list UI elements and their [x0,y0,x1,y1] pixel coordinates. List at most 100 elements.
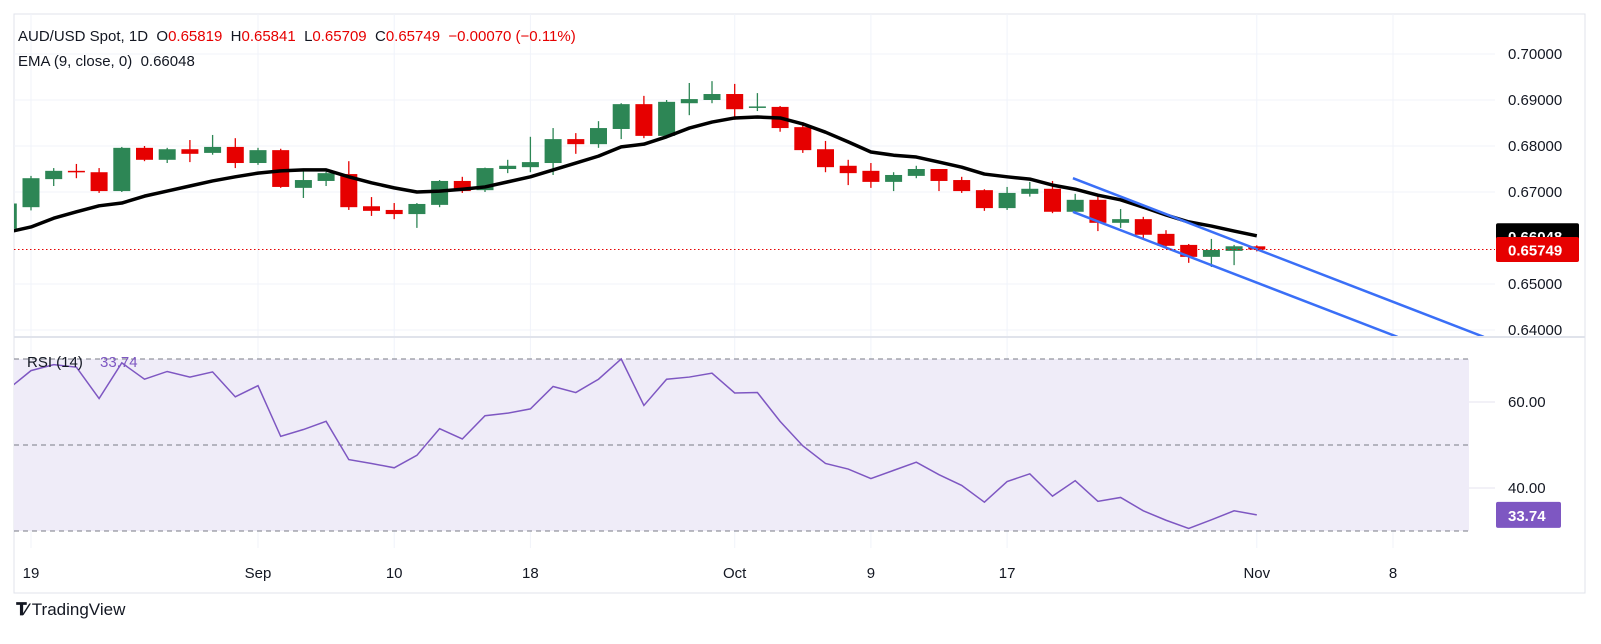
rsi-axis[interactable]: 60.00 40.00 [1508,394,1546,497]
candle-down[interactable] [385,209,403,215]
candle-down[interactable] [453,180,471,192]
rsi-current-value: 33.74 [100,354,138,371]
close-value: 0.65749 [385,28,441,45]
candle-down[interactable] [136,147,153,160]
price-axis-tick: 0.70000 [1508,46,1562,63]
candle-down[interactable] [1134,219,1152,235]
legend-ema-row: EMA (9, close, 0) 0.66048 [18,53,195,70]
rsi-badge-label: 33.74 [1508,508,1546,525]
rsi-badge [1496,501,1561,528]
rsi-band [14,359,1469,531]
price-axis-tick: 0.69000 [1508,92,1562,109]
time-axis-tick: 19 [23,565,40,582]
candle-down[interactable] [930,169,948,181]
candle-down[interactable] [272,150,290,187]
candle-down[interactable] [226,146,244,164]
candle-up[interactable] [249,150,267,164]
price-axis-tick: 0.67000 [1508,184,1562,201]
candle-up[interactable] [45,170,63,180]
candle-up[interactable] [521,162,539,168]
candle-down[interactable] [1044,188,1061,212]
brand-name: TradingView [31,600,126,619]
candle-up[interactable] [885,174,903,182]
candle-up[interactable] [612,104,630,129]
time-axis-tick: 10 [386,565,403,582]
candle-down[interactable] [726,94,744,110]
candles [0,81,1266,267]
candle-down[interactable] [1157,233,1175,246]
candle-down[interactable] [635,104,653,136]
candle-down[interactable] [817,149,834,168]
candle-up[interactable] [294,180,312,188]
candle-up[interactable] [1112,219,1130,223]
rsi-title: RSI (14) [27,354,83,371]
candle-up[interactable] [22,178,40,208]
candle-up[interactable] [907,169,925,176]
candle-up[interactable] [204,146,222,153]
time-axis-tick: 17 [999,565,1016,582]
candle-up[interactable] [703,94,721,100]
channel-lower-line[interactable] [1072,210,1398,337]
candle-down[interactable] [953,180,971,192]
candle-up[interactable] [998,192,1016,209]
high-value: 0.65841 [241,28,296,45]
candle-up[interactable] [1021,188,1039,194]
candle-down[interactable] [1180,244,1198,257]
open-value: 0.65819 [168,28,223,45]
time-axis-tick: 18 [522,565,539,582]
rsi-line[interactable] [8,357,1257,530]
price-axis-tick: 0.68000 [1508,138,1562,155]
close-label: C [374,28,386,45]
price-axis[interactable]: 0.70000 0.69000 0.68000 0.67000 0.65000 0.640… [1508,46,1562,339]
candle-down[interactable] [975,190,993,209]
low-label: L [304,28,313,45]
time-axis-tick: Nov [1243,565,1270,582]
candle-down[interactable] [363,206,380,211]
symbol-title[interactable]: AUD/USD Spot, 1D [18,28,149,45]
candle-up[interactable] [499,165,517,169]
open-label: O [156,28,169,45]
candle-down[interactable] [567,139,585,145]
tradingview-logo[interactable]: 𝐓⁄ TradingView [16,600,125,620]
candle-down[interactable] [794,127,812,151]
candle-up[interactable] [544,139,562,164]
time-axis-tick: Oct [723,565,747,582]
ema-label[interactable]: EMA (9, close, 0) [18,53,133,70]
time-axis[interactable]: 19 Sep 10 18 Oct 9 17 Nov 8 [23,565,1398,582]
rsi-axis-tick: 40.00 [1508,480,1546,497]
candle-down[interactable] [862,170,880,182]
low-value: 0.65709 [312,28,367,45]
time-axis-tick: Sep [245,565,272,582]
time-axis-tick: 9 [867,565,875,582]
candle-up[interactable] [748,106,766,108]
candle-down[interactable] [181,149,199,154]
candle-up[interactable] [431,180,449,205]
ema-line[interactable] [8,115,1258,238]
change-value: −0.00070 (−0.11%) [448,28,576,45]
descending-channel[interactable] [1072,177,1485,337]
rsi-axis-tick: 60.00 [1508,394,1546,411]
candle-up[interactable] [0,203,17,229]
candle-down[interactable] [839,165,857,174]
candle-up[interactable] [1225,246,1243,251]
price-badge-label: 0.65749 [1508,243,1562,260]
candle-down[interactable] [67,170,85,173]
candle-up[interactable] [408,203,426,215]
candle-down[interactable] [1089,199,1107,223]
candle-up[interactable] [317,173,335,181]
candle-down[interactable] [90,172,108,192]
channel-upper-line[interactable] [1072,177,1485,337]
time-axis-tick: 8 [1389,565,1397,582]
candle-down[interactable] [340,174,358,208]
candle-up[interactable] [680,99,698,104]
candle-up[interactable] [658,101,676,136]
candle-up[interactable] [590,128,607,145]
candle-up[interactable] [1202,249,1220,257]
candle-up[interactable] [158,149,176,160]
candle-up[interactable] [113,147,131,192]
high-label: H [230,28,242,45]
tradingview-logo-icon: 𝐓⁄ [16,600,28,619]
candle-up[interactable] [1066,199,1084,212]
